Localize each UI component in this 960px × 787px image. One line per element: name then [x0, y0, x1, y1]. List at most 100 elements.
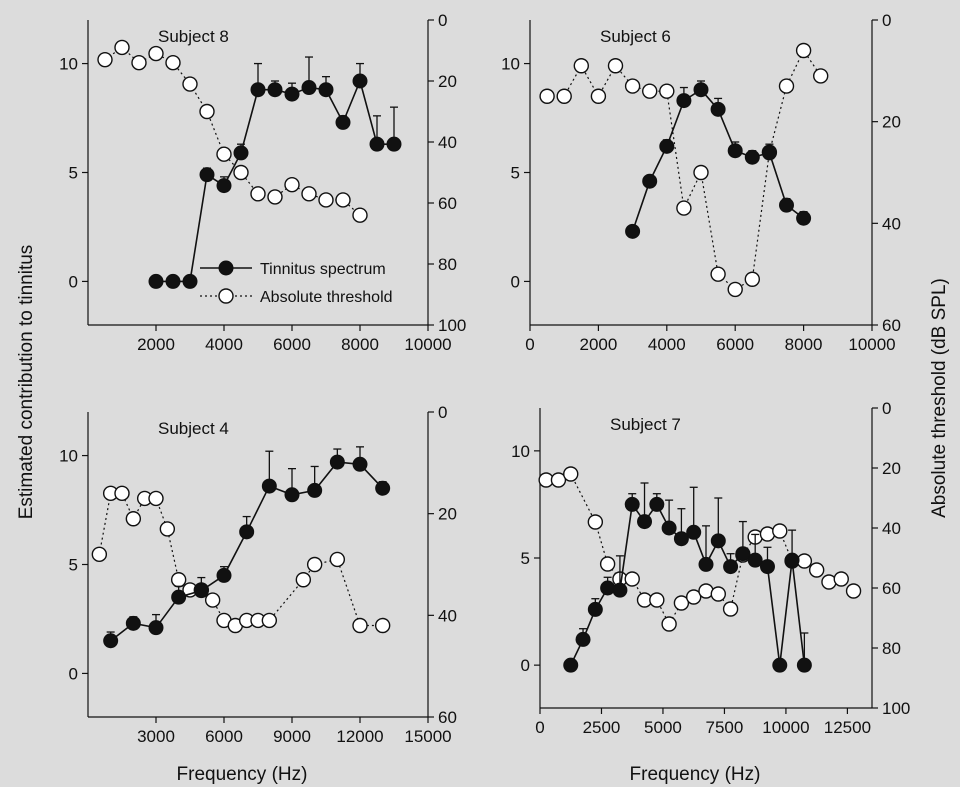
tinnitus-point	[698, 556, 714, 572]
threshold-line	[104, 46, 361, 216]
threshold-point	[772, 523, 788, 539]
threshold-point	[233, 164, 249, 181]
y-right-tick-label: 0	[438, 11, 447, 30]
tinnitus-point	[784, 552, 800, 568]
y-left-tick-label: 10	[501, 55, 520, 74]
threshold-point	[539, 88, 555, 104]
x-tick-label: 10000	[762, 718, 809, 737]
threshold-point	[673, 595, 690, 611]
threshold-point	[182, 76, 198, 92]
threshold-point	[318, 192, 334, 208]
threshold-point	[727, 281, 743, 298]
tinnitus-point	[284, 86, 300, 102]
x-tick-label: 6000	[716, 335, 754, 354]
y-right-tick-label: 40	[438, 133, 457, 152]
y-right-tick-label: 80	[882, 639, 901, 658]
x-tick-label: 4000	[648, 335, 686, 354]
threshold-point	[204, 592, 221, 608]
tinnitus-point	[193, 583, 209, 599]
threshold-point	[833, 571, 849, 587]
tinnitus-point	[318, 82, 334, 98]
tinnitus-point	[216, 178, 232, 194]
x-tick-label: 2000	[579, 335, 617, 354]
tinnitus-point	[329, 454, 345, 470]
tinnitus-point	[661, 520, 677, 536]
panel-subject6: 0 2000 4000 6000 8000 10000 0 5 10 0 20 40 60 Subject…	[501, 11, 901, 354]
tinnitus-point	[335, 114, 351, 130]
threshold-point	[550, 472, 567, 488]
threshold-point	[661, 616, 677, 632]
tinnitus-point	[575, 631, 591, 647]
y-left-tick-label: 5	[511, 164, 520, 183]
tinnitus-point	[747, 552, 763, 568]
y-right-tick-label: 100	[882, 699, 910, 718]
tinnitus-point	[352, 456, 368, 472]
threshold-point	[778, 78, 795, 94]
tinnitus-point	[723, 559, 739, 575]
threshold-point	[352, 207, 368, 223]
threshold-point	[250, 186, 266, 202]
tinnitus-point	[233, 145, 249, 161]
y-axis-right-title: Absolute threshold (dB SPL)	[929, 278, 950, 518]
tinnitus-point	[563, 657, 579, 673]
tinnitus-point	[710, 101, 726, 117]
y-right-tick-label: 20	[438, 505, 457, 524]
threshold-point	[710, 266, 726, 282]
threshold-point	[295, 572, 312, 588]
y-left-tick-label: 5	[521, 549, 530, 568]
panel-title: Subject 8	[158, 27, 229, 46]
x-axis-title-right: Frequency (Hz)	[630, 764, 761, 785]
tinnitus-point	[637, 514, 653, 530]
y-left-tick-label: 10	[59, 447, 78, 466]
threshold-point	[159, 521, 176, 537]
threshold-point	[261, 612, 278, 629]
threshold-point	[599, 556, 616, 572]
tinnitus-point	[199, 167, 215, 183]
x-tick-label: 10000	[848, 335, 895, 354]
threshold-point	[374, 617, 391, 634]
tinnitus-point	[625, 223, 641, 239]
tinnitus-point	[624, 496, 640, 512]
tinnitus-point	[587, 601, 603, 617]
tinnitus-point	[148, 620, 164, 636]
tinnitus-point	[744, 149, 760, 165]
threshold-point	[335, 192, 351, 208]
tinnitus-point	[779, 197, 794, 213]
y-right-tick-label: 60	[438, 708, 457, 727]
threshold-point	[125, 511, 142, 527]
tinnitus-point	[216, 567, 232, 583]
x-axis-title-left: Frequency (Hz)	[177, 764, 308, 785]
x-tick-label: 2000	[137, 335, 175, 354]
y-right-tick-label: 60	[882, 579, 901, 598]
panel-title: Subject 7	[610, 415, 681, 434]
threshold-point	[642, 83, 658, 99]
x-tick-label: 6000	[205, 727, 243, 746]
tinnitus-point	[612, 582, 628, 598]
x-tick-label: 15000	[404, 727, 451, 746]
x-tick-label: 7500	[706, 718, 744, 737]
threshold-point	[352, 617, 368, 634]
x-tick-label: 6000	[273, 335, 311, 354]
threshold-point	[114, 485, 130, 502]
tinnitus-point	[693, 82, 709, 98]
tinnitus-point	[710, 533, 726, 549]
tinnitus-point	[759, 559, 775, 575]
threshold-point	[808, 562, 825, 578]
x-tick-label: 8000	[341, 335, 379, 354]
threshold-point	[649, 592, 665, 608]
threshold-point	[587, 514, 604, 530]
tinnitus-point	[386, 136, 402, 152]
y-right-tick-label: 40	[438, 606, 457, 625]
tinnitus-point	[250, 82, 266, 98]
x-tick-label: 2500	[583, 718, 621, 737]
tinnitus-point	[761, 145, 777, 161]
tinnitus-point	[182, 273, 198, 289]
tinnitus-point	[261, 478, 277, 494]
threshold-point	[573, 58, 589, 74]
tinnitus-point	[659, 138, 675, 154]
x-tick-label: 8000	[785, 335, 823, 354]
panel-title: Subject 4	[158, 419, 229, 438]
y-right-tick-label: 20	[882, 459, 901, 478]
threshold-point	[199, 103, 215, 120]
